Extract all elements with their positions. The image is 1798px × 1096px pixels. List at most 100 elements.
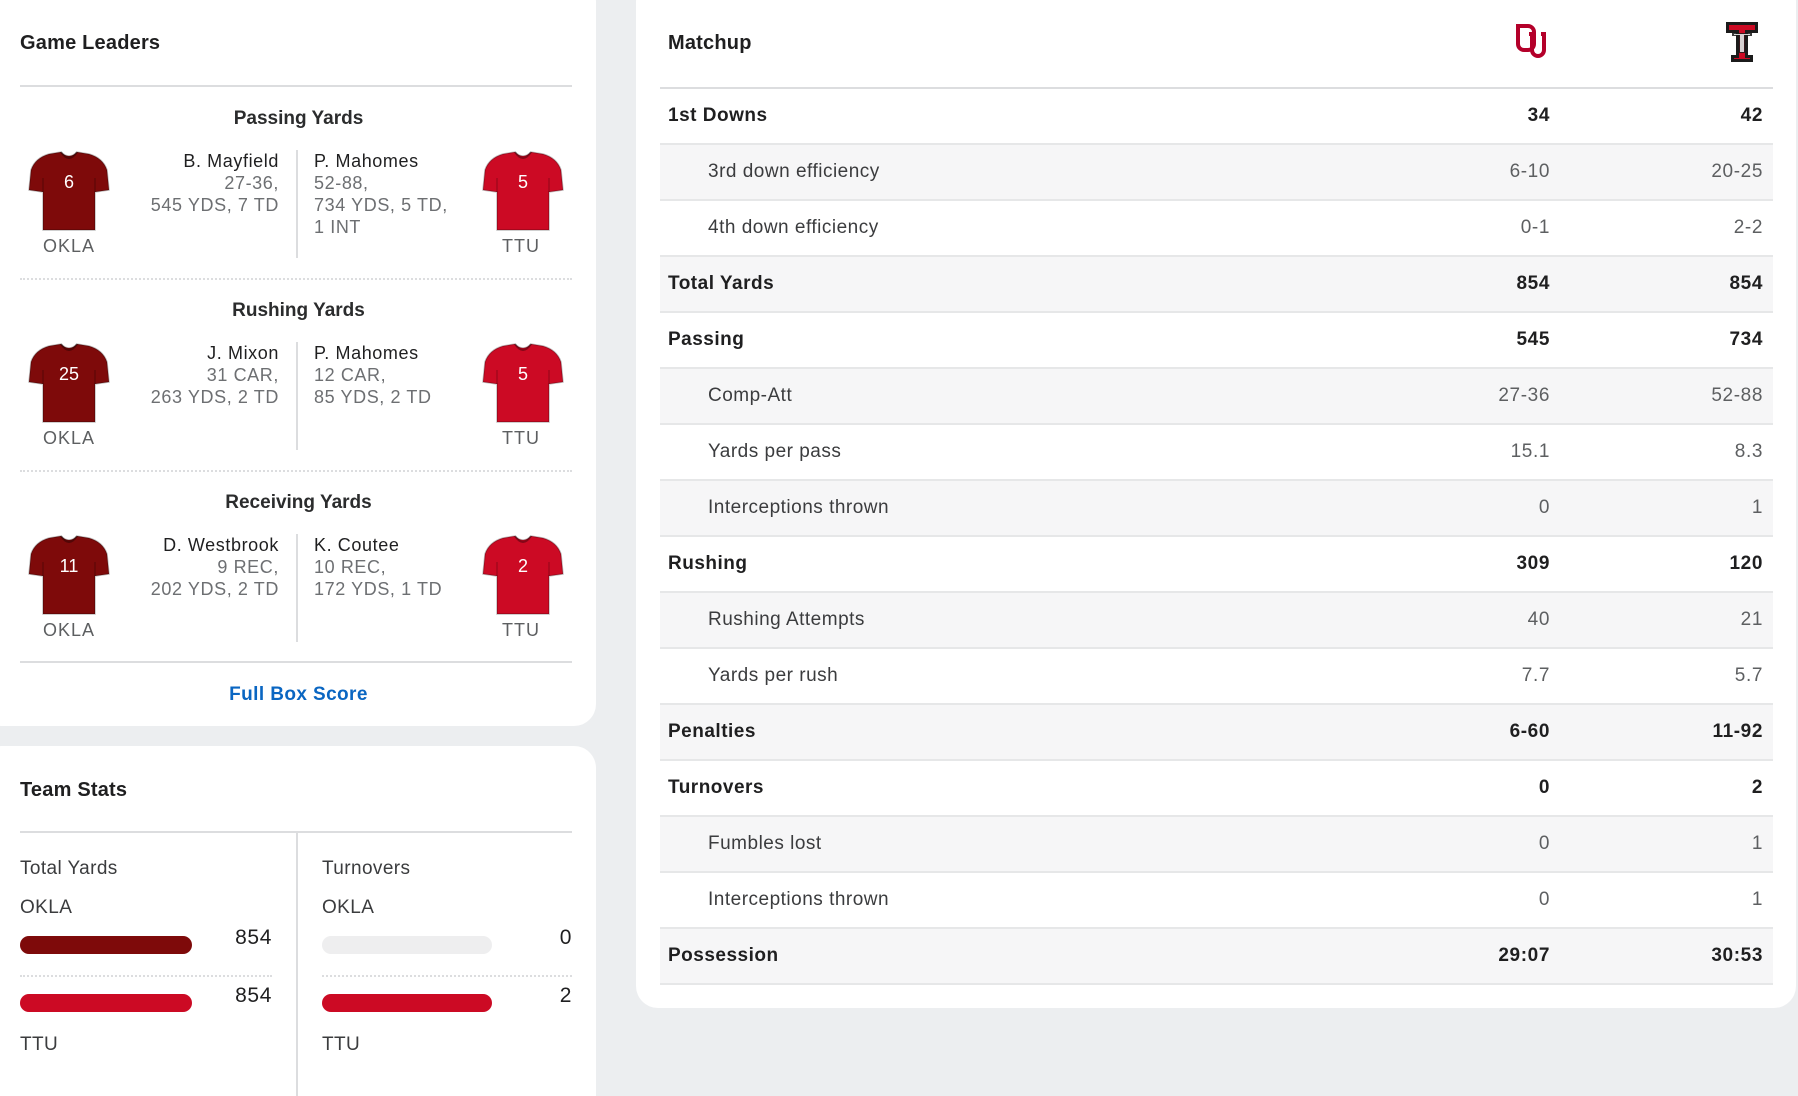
away-stat-value: 2 bbox=[1751, 777, 1763, 798]
matchup-row: 3rd down efficiency 6-10 20-25 bbox=[660, 145, 1773, 201]
home-team-abbr: OKLA bbox=[42, 620, 96, 640]
matchup-row: Interceptions thrown 0 1 bbox=[660, 873, 1773, 929]
home-stat-value: 29:07 bbox=[1498, 945, 1550, 966]
away-stat-value: 1 bbox=[1751, 889, 1763, 910]
away-team-label: TTU bbox=[20, 1034, 59, 1055]
home-team-label: OKLA bbox=[20, 897, 73, 918]
away-jersey-icon: 5 bbox=[481, 340, 565, 424]
column-divider bbox=[296, 342, 298, 450]
home-jersey-icon: 25 bbox=[27, 340, 111, 424]
divider bbox=[322, 975, 572, 977]
stat-label: Penalties bbox=[668, 721, 756, 742]
home-leader[interactable]: B. Mayfield 27-36, 545 YDS, 7 TD bbox=[151, 150, 279, 216]
stat-label: Comp-Att bbox=[708, 385, 793, 406]
total-yards-away-bar bbox=[20, 994, 192, 1012]
home-stat-value: 6-60 bbox=[1509, 721, 1550, 742]
turnovers-home-bar bbox=[322, 936, 492, 954]
team-stats-card bbox=[0, 746, 596, 1096]
column-divider bbox=[296, 832, 298, 1096]
jersey-number: 2 bbox=[517, 556, 528, 576]
leader-category-title: Receiving Yards bbox=[225, 492, 372, 513]
away-jersey-icon: 2 bbox=[481, 532, 565, 616]
away-leader[interactable]: K. Coutee 10 REC, 172 YDS, 1 TD bbox=[314, 534, 442, 600]
player-stat-line: 31 CAR, bbox=[206, 365, 279, 385]
matchup-row: Interceptions thrown 0 1 bbox=[660, 481, 1773, 537]
matchup-row: Fumbles lost 0 1 bbox=[660, 817, 1773, 873]
player-stat-line: 172 YDS, 1 TD bbox=[314, 579, 443, 599]
away-stat-value: 30:53 bbox=[1711, 945, 1763, 966]
divider bbox=[20, 278, 572, 280]
home-leader[interactable]: J. Mixon 31 CAR, 263 YDS, 2 TD bbox=[151, 342, 279, 408]
player-name: B. Mayfield bbox=[183, 151, 279, 171]
away-team-label: TTU bbox=[322, 1034, 361, 1055]
stat-label: Rushing Attempts bbox=[708, 609, 865, 630]
player-name: D. Westbrook bbox=[163, 535, 279, 555]
stat-label: Fumbles lost bbox=[708, 833, 822, 854]
home-leader[interactable]: D. Westbrook 9 REC, 202 YDS, 2 TD bbox=[151, 534, 279, 600]
away-stat-value: 2-2 bbox=[1733, 217, 1763, 238]
divider bbox=[660, 87, 1773, 89]
jersey-number: 5 bbox=[517, 172, 528, 192]
stat-label: Yards per rush bbox=[708, 665, 839, 686]
stat-label: 3rd down efficiency bbox=[708, 161, 880, 182]
total-yards-home-fill bbox=[20, 936, 192, 954]
matchup-row: Rushing 309 120 bbox=[660, 537, 1773, 593]
jersey-number: 11 bbox=[59, 556, 79, 576]
matchup-title: Matchup bbox=[668, 32, 752, 54]
away-jersey-icon: 5 bbox=[481, 148, 565, 232]
away-leader[interactable]: P. Mahomes 12 CAR, 85 YDS, 2 TD bbox=[314, 342, 432, 408]
texas-tech-logo-icon bbox=[1726, 22, 1758, 62]
leader-category-1: Passing Yards 6 OKLA B. Mayfield 27-36, 545 Y… bbox=[0, 100, 597, 290]
column-divider bbox=[296, 150, 298, 258]
away-stat-value: 734 bbox=[1729, 329, 1763, 350]
home-stat-value: 6-10 bbox=[1509, 161, 1550, 182]
oklahoma-logo-icon bbox=[1516, 24, 1546, 58]
matchup-row: Total Yards 854 854 bbox=[660, 257, 1773, 313]
away-stat-value: 52-88 bbox=[1711, 385, 1763, 406]
player-name: P. Mahomes bbox=[314, 343, 419, 363]
home-stat-value: 40 bbox=[1527, 609, 1550, 630]
home-team-abbr: OKLA bbox=[42, 428, 96, 448]
leader-category-2: Rushing Yards 25 OKLA J. Mixon 31 CAR, 263 YD… bbox=[0, 292, 597, 482]
total-yards-away-value: 854 bbox=[235, 984, 272, 1007]
home-stat-value: 854 bbox=[1516, 273, 1550, 294]
matchup-row: Yards per rush 7.7 5.7 bbox=[660, 649, 1773, 705]
away-stat-value: 5.7 bbox=[1734, 665, 1763, 686]
matchup-row: Yards per pass 15.1 8.3 bbox=[660, 425, 1773, 481]
leader-category-title: Rushing Yards bbox=[232, 300, 365, 321]
stat-label: Interceptions thrown bbox=[708, 497, 890, 518]
matchup-row: Penalties 6-60 11-92 bbox=[660, 705, 1773, 761]
away-team-abbr: TTU bbox=[502, 428, 540, 448]
stat-label: Yards per pass bbox=[708, 441, 842, 462]
away-stat-value: 120 bbox=[1729, 553, 1763, 574]
full-box-score-link[interactable]: Full Box Score bbox=[229, 684, 368, 705]
player-stat-line: 10 REC, bbox=[314, 557, 387, 577]
game-leaders-title: Game Leaders bbox=[20, 32, 161, 54]
home-stat-value: 15.1 bbox=[1510, 441, 1550, 462]
turnovers-home-value: 0 bbox=[559, 926, 572, 949]
player-stat-line: 263 YDS, 2 TD bbox=[150, 387, 279, 407]
player-stat-line: 734 YDS, 5 TD, bbox=[314, 195, 448, 215]
away-stat-value: 8.3 bbox=[1734, 441, 1763, 462]
stat-label: Interceptions thrown bbox=[708, 889, 890, 910]
matchup-row: Passing 545 734 bbox=[660, 313, 1773, 369]
matchup-row: 1st Downs 34 42 bbox=[660, 89, 1773, 145]
home-team-label: OKLA bbox=[322, 897, 375, 918]
stat-label: Passing bbox=[668, 329, 745, 350]
total-yards-home-bar bbox=[20, 936, 192, 954]
player-name: J. Mixon bbox=[207, 343, 279, 363]
stat-label: Possession bbox=[668, 945, 779, 966]
away-team-abbr: TTU bbox=[502, 236, 540, 256]
matchup-row: Possession 29:07 30:53 bbox=[660, 929, 1773, 985]
player-name: K. Coutee bbox=[314, 535, 400, 555]
jersey-number: 6 bbox=[63, 172, 74, 192]
away-leader[interactable]: P. Mahomes 52-88, 734 YDS, 5 TD, 1 INT bbox=[314, 150, 448, 238]
home-jersey-icon: 11 bbox=[27, 532, 111, 616]
home-stat-value: 0-1 bbox=[1520, 217, 1550, 238]
stat-label: 4th down efficiency bbox=[708, 217, 879, 238]
turnovers-away-fill bbox=[322, 994, 492, 1012]
player-stat-line: 202 YDS, 2 TD bbox=[150, 579, 279, 599]
jersey-number: 5 bbox=[517, 364, 528, 384]
player-stat-line: 545 YDS, 7 TD bbox=[150, 195, 279, 215]
home-stat-value: 545 bbox=[1516, 329, 1550, 350]
